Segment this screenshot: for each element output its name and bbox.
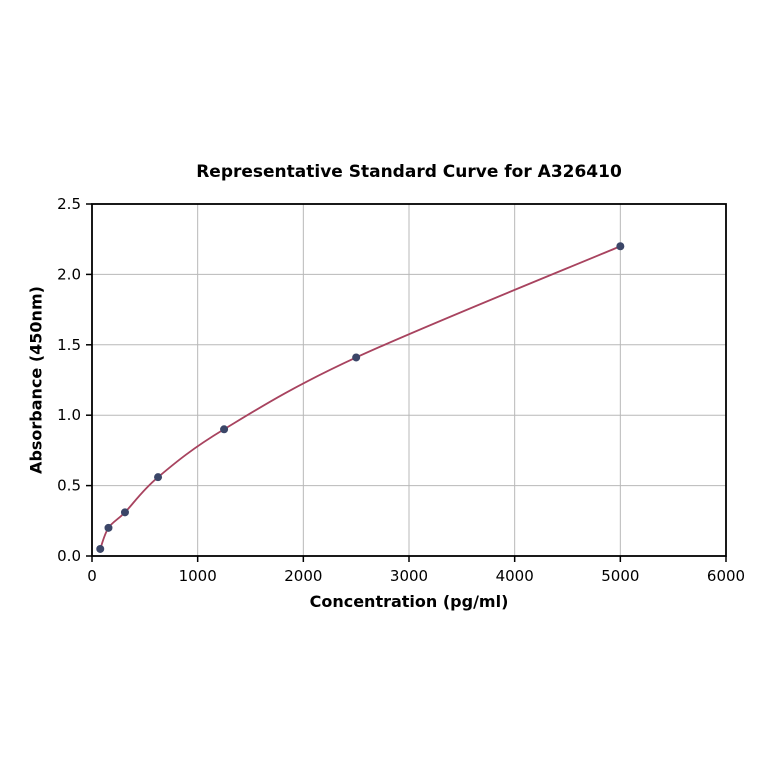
y-tick-label: 1.5 xyxy=(57,336,81,354)
data-point-marker xyxy=(120,508,129,517)
data-point-marker xyxy=(104,523,113,532)
x-tick-label: 2000 xyxy=(284,567,322,585)
x-tick-label: 0 xyxy=(87,567,97,585)
x-tick-label: 5000 xyxy=(601,567,639,585)
y-tick-label: 0.0 xyxy=(57,547,81,565)
y-tick-label: 1.0 xyxy=(57,406,81,424)
x-tick-label: 1000 xyxy=(179,567,217,585)
data-point-marker xyxy=(352,353,361,362)
data-point-marker xyxy=(154,473,163,482)
x-tick-label: 4000 xyxy=(496,567,534,585)
data-point-marker xyxy=(220,425,229,434)
plot-border xyxy=(91,203,727,557)
y-tick-label: 0.5 xyxy=(57,477,81,495)
data-point-marker xyxy=(96,544,105,553)
x-tick-label: 6000 xyxy=(707,567,745,585)
chart-title: Representative Standard Curve for A32641… xyxy=(196,162,622,182)
y-tick-label: 2.0 xyxy=(57,265,81,283)
data-point-marker xyxy=(616,242,625,251)
standard-curve-line xyxy=(99,245,622,550)
x-axis-label: Concentration (pg/ml) xyxy=(309,592,509,611)
y-tick-label: 2.5 xyxy=(57,195,81,213)
x-tick-label: 3000 xyxy=(390,567,428,585)
